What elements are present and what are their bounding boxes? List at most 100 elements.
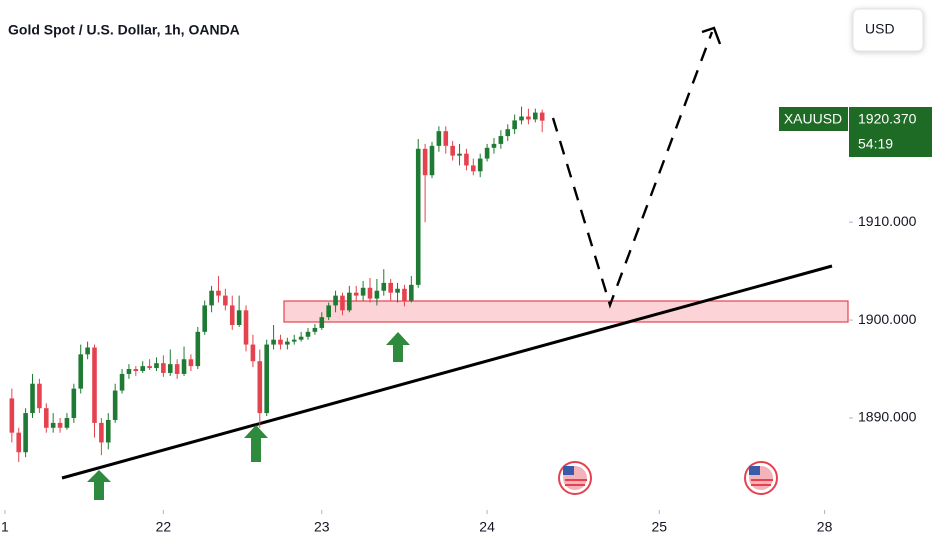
candle-body (78, 354, 84, 389)
x-tick-label: 22 (156, 519, 172, 535)
candle-body (409, 284, 414, 301)
candle-body (298, 336, 304, 340)
price-axis (849, 0, 932, 510)
event-flag (558, 461, 592, 495)
candle-body (395, 288, 400, 293)
candle-body (340, 295, 345, 311)
candle-body (484, 147, 490, 159)
x-tick-label: 23 (314, 519, 330, 535)
candle-body (326, 305, 331, 318)
symbol-box (779, 107, 848, 131)
trend-line (61, 264, 833, 480)
candle-body (381, 282, 387, 291)
candle-body (64, 417, 70, 428)
candle-body (312, 327, 318, 332)
candle-body (505, 129, 511, 137)
candle-body (360, 287, 366, 296)
candle-body (85, 347, 90, 355)
currency-button-box[interactable] (852, 8, 924, 52)
candle-body (464, 153, 469, 166)
projection-path (551, 31, 714, 309)
candle-body (223, 295, 228, 306)
candle-body (71, 388, 77, 418)
candle-body (105, 419, 111, 443)
candle-body (43, 408, 49, 428)
candle-body (236, 310, 242, 325)
candle-body (415, 148, 421, 285)
candle-body (174, 364, 180, 374)
candle-body (436, 131, 442, 146)
candle-body (422, 148, 428, 176)
candle-body (519, 116, 524, 121)
candle-body (188, 359, 194, 367)
candle-body (92, 347, 97, 423)
x-tick-label: 28 (817, 519, 833, 535)
y-tick-label: 1910.000 (858, 213, 917, 229)
candle-body (285, 341, 290, 345)
candle-body (526, 116, 531, 120)
candle-body (539, 112, 545, 121)
chart-title: Gold Spot / U.S. Dollar, 1h, OANDA (8, 22, 240, 38)
countdown: 54:19 (858, 136, 893, 152)
candle-body (202, 305, 207, 332)
candle-body (50, 422, 56, 428)
candle-body (498, 136, 504, 144)
candle-body (443, 131, 449, 146)
candle-body (147, 366, 152, 369)
candle-body (271, 339, 276, 345)
candle-body (133, 369, 139, 371)
candle-body (450, 145, 455, 156)
candle-body (257, 361, 263, 414)
candle-body (119, 373, 125, 391)
candle-body (477, 158, 483, 172)
candle-body (16, 432, 22, 453)
candle-body (140, 366, 146, 371)
candle-body (126, 369, 132, 374)
candle-body (319, 317, 325, 328)
candle-body (512, 120, 517, 130)
candle-body (429, 145, 435, 176)
candle-body (374, 290, 380, 299)
x-tick-label: 24 (479, 519, 495, 535)
candle-body (402, 288, 407, 301)
candle-body (353, 292, 359, 296)
candle-body (167, 364, 173, 373)
projection-arrowhead (701, 26, 722, 45)
candle-body (57, 422, 63, 428)
candle-body (264, 344, 269, 414)
candle-body (491, 143, 497, 148)
currency-button[interactable]: USD (852, 8, 924, 52)
drawings (61, 26, 849, 500)
candle-body (154, 363, 159, 369)
candle-body (161, 363, 166, 373)
candle-body (333, 295, 338, 306)
up-arrow (244, 425, 268, 462)
candle-body (291, 339, 297, 342)
price-tag: XAUUSD 1920.370 54:19 (779, 107, 932, 157)
candle-body (112, 390, 118, 420)
price-label: 1920.370 (858, 111, 917, 127)
up-arrow (87, 470, 111, 500)
up-arrow (386, 332, 410, 362)
candle-body (388, 282, 393, 293)
candles (9, 106, 545, 463)
event-flag (744, 461, 778, 495)
candle-body (533, 112, 538, 120)
candle-body (30, 383, 35, 414)
candle-body (9, 398, 15, 433)
candle-body (278, 339, 283, 345)
candle-body (250, 344, 256, 362)
candle-body (195, 331, 201, 367)
candle-body (23, 413, 28, 453)
candle-body (243, 310, 249, 345)
candle-body (471, 165, 476, 172)
currency-button-label[interactable]: USD (865, 21, 895, 37)
y-tick-label: 1900.000 (858, 311, 917, 327)
candle-body (305, 331, 311, 337)
candle-body (347, 292, 352, 311)
candle-body (367, 287, 373, 299)
candle-body (229, 305, 235, 325)
